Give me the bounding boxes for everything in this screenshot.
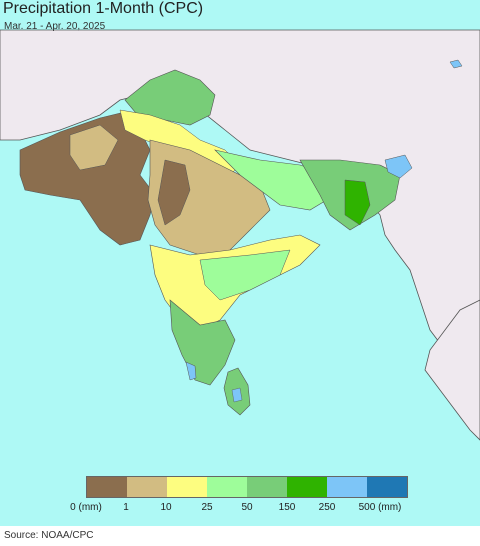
legend-swatch-0-1 [87,477,127,497]
region-sri-lanka-wet [231,387,243,403]
legend-label-250: 250 [318,502,336,513]
region-gangetic [214,149,336,211]
legend-label-50: 50 [241,502,253,513]
region-bangladesh [344,179,371,226]
region-northeast-wet [384,154,413,179]
region-pakistan-dry [19,111,156,246]
precipitation-map: Precipitation 1-Month (CPC) Mar. 21 - Ap… [0,0,480,526]
outside-land-se-asia [424,299,480,441]
legend-swatch-10-25 [167,477,207,497]
legend-labels: 0 (mm) 1 10 25 50 150 250 500 (mm) [0,502,480,516]
legend-swatch-50-150 [247,477,287,497]
date-range: Mar. 21 - Apr. 20, 2025 [4,21,106,32]
legend-label-150: 150 [278,502,296,513]
map-svg [0,29,480,441]
legend-swatch-500-plus [367,477,407,497]
region-pakistan-light [69,124,119,171]
legend-label-0: 0 (mm) [70,502,102,513]
region-small-island [449,59,463,69]
legend-swatch-25-50 [207,477,247,497]
legend-label-10: 10 [160,502,172,513]
legend-label-500: 500 (mm) [358,502,402,513]
map-title: Precipitation 1-Month (CPC) [3,0,204,17]
region-south-green [169,299,236,386]
legend-swatch-150-250 [287,477,327,497]
region-thar [157,159,191,226]
legend-swatch-250-500 [327,477,367,497]
legend-label-25: 25 [201,502,213,513]
region-kerala-blue [185,361,197,381]
legend-bar [86,476,408,498]
footer: Source: NOAA/CPC [0,526,480,546]
source-credit: Source: NOAA/CPC [4,530,94,541]
legend-label-1: 1 [123,502,129,513]
legend-swatch-1-10 [127,477,167,497]
region-deccan-green [199,249,291,301]
